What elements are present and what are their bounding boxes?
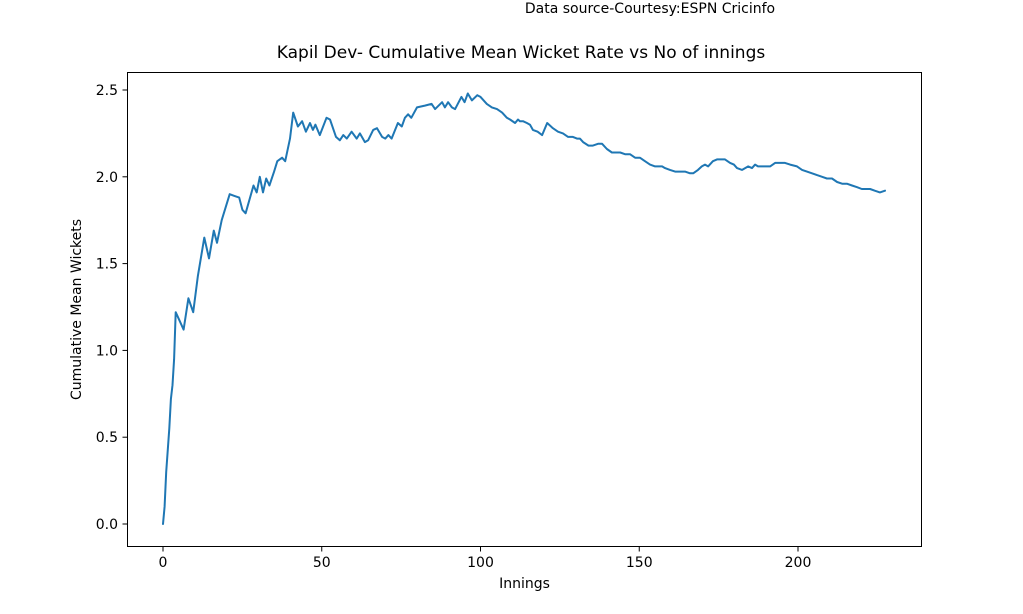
y-tick-label: 2.5 [96, 83, 118, 99]
x-axis-ticks: 0 50 100 150 200 [159, 546, 812, 571]
y-tick-label: 0.0 [96, 517, 118, 533]
y-axis-ticks: 0.0 0.5 1.0 1.5 2.0 2.5 [96, 83, 128, 533]
cumulative-mean-wickets-line [162, 92, 886, 525]
plot-area-border [127, 72, 922, 547]
x-axis-label: Innings [499, 576, 550, 592]
x-tick-label: 100 [467, 555, 494, 571]
data-source-note: Data source-Courtesy:ESPN Cricinfo [525, 1, 775, 17]
y-axis-label: Cumulative Mean Wickets [69, 219, 85, 400]
x-tick-label: 200 [785, 555, 812, 571]
y-tick-label: 1.5 [96, 257, 118, 273]
y-tick-label: 0.5 [96, 430, 118, 446]
chart-title: Kapil Dev- Cumulative Mean Wicket Rate v… [277, 43, 766, 63]
y-tick-label: 1.0 [96, 343, 118, 359]
x-tick-label: 0 [159, 555, 168, 571]
y-tick-label: 2.0 [96, 170, 118, 186]
x-tick-label: 50 [313, 555, 331, 571]
x-tick-label: 150 [626, 555, 653, 571]
